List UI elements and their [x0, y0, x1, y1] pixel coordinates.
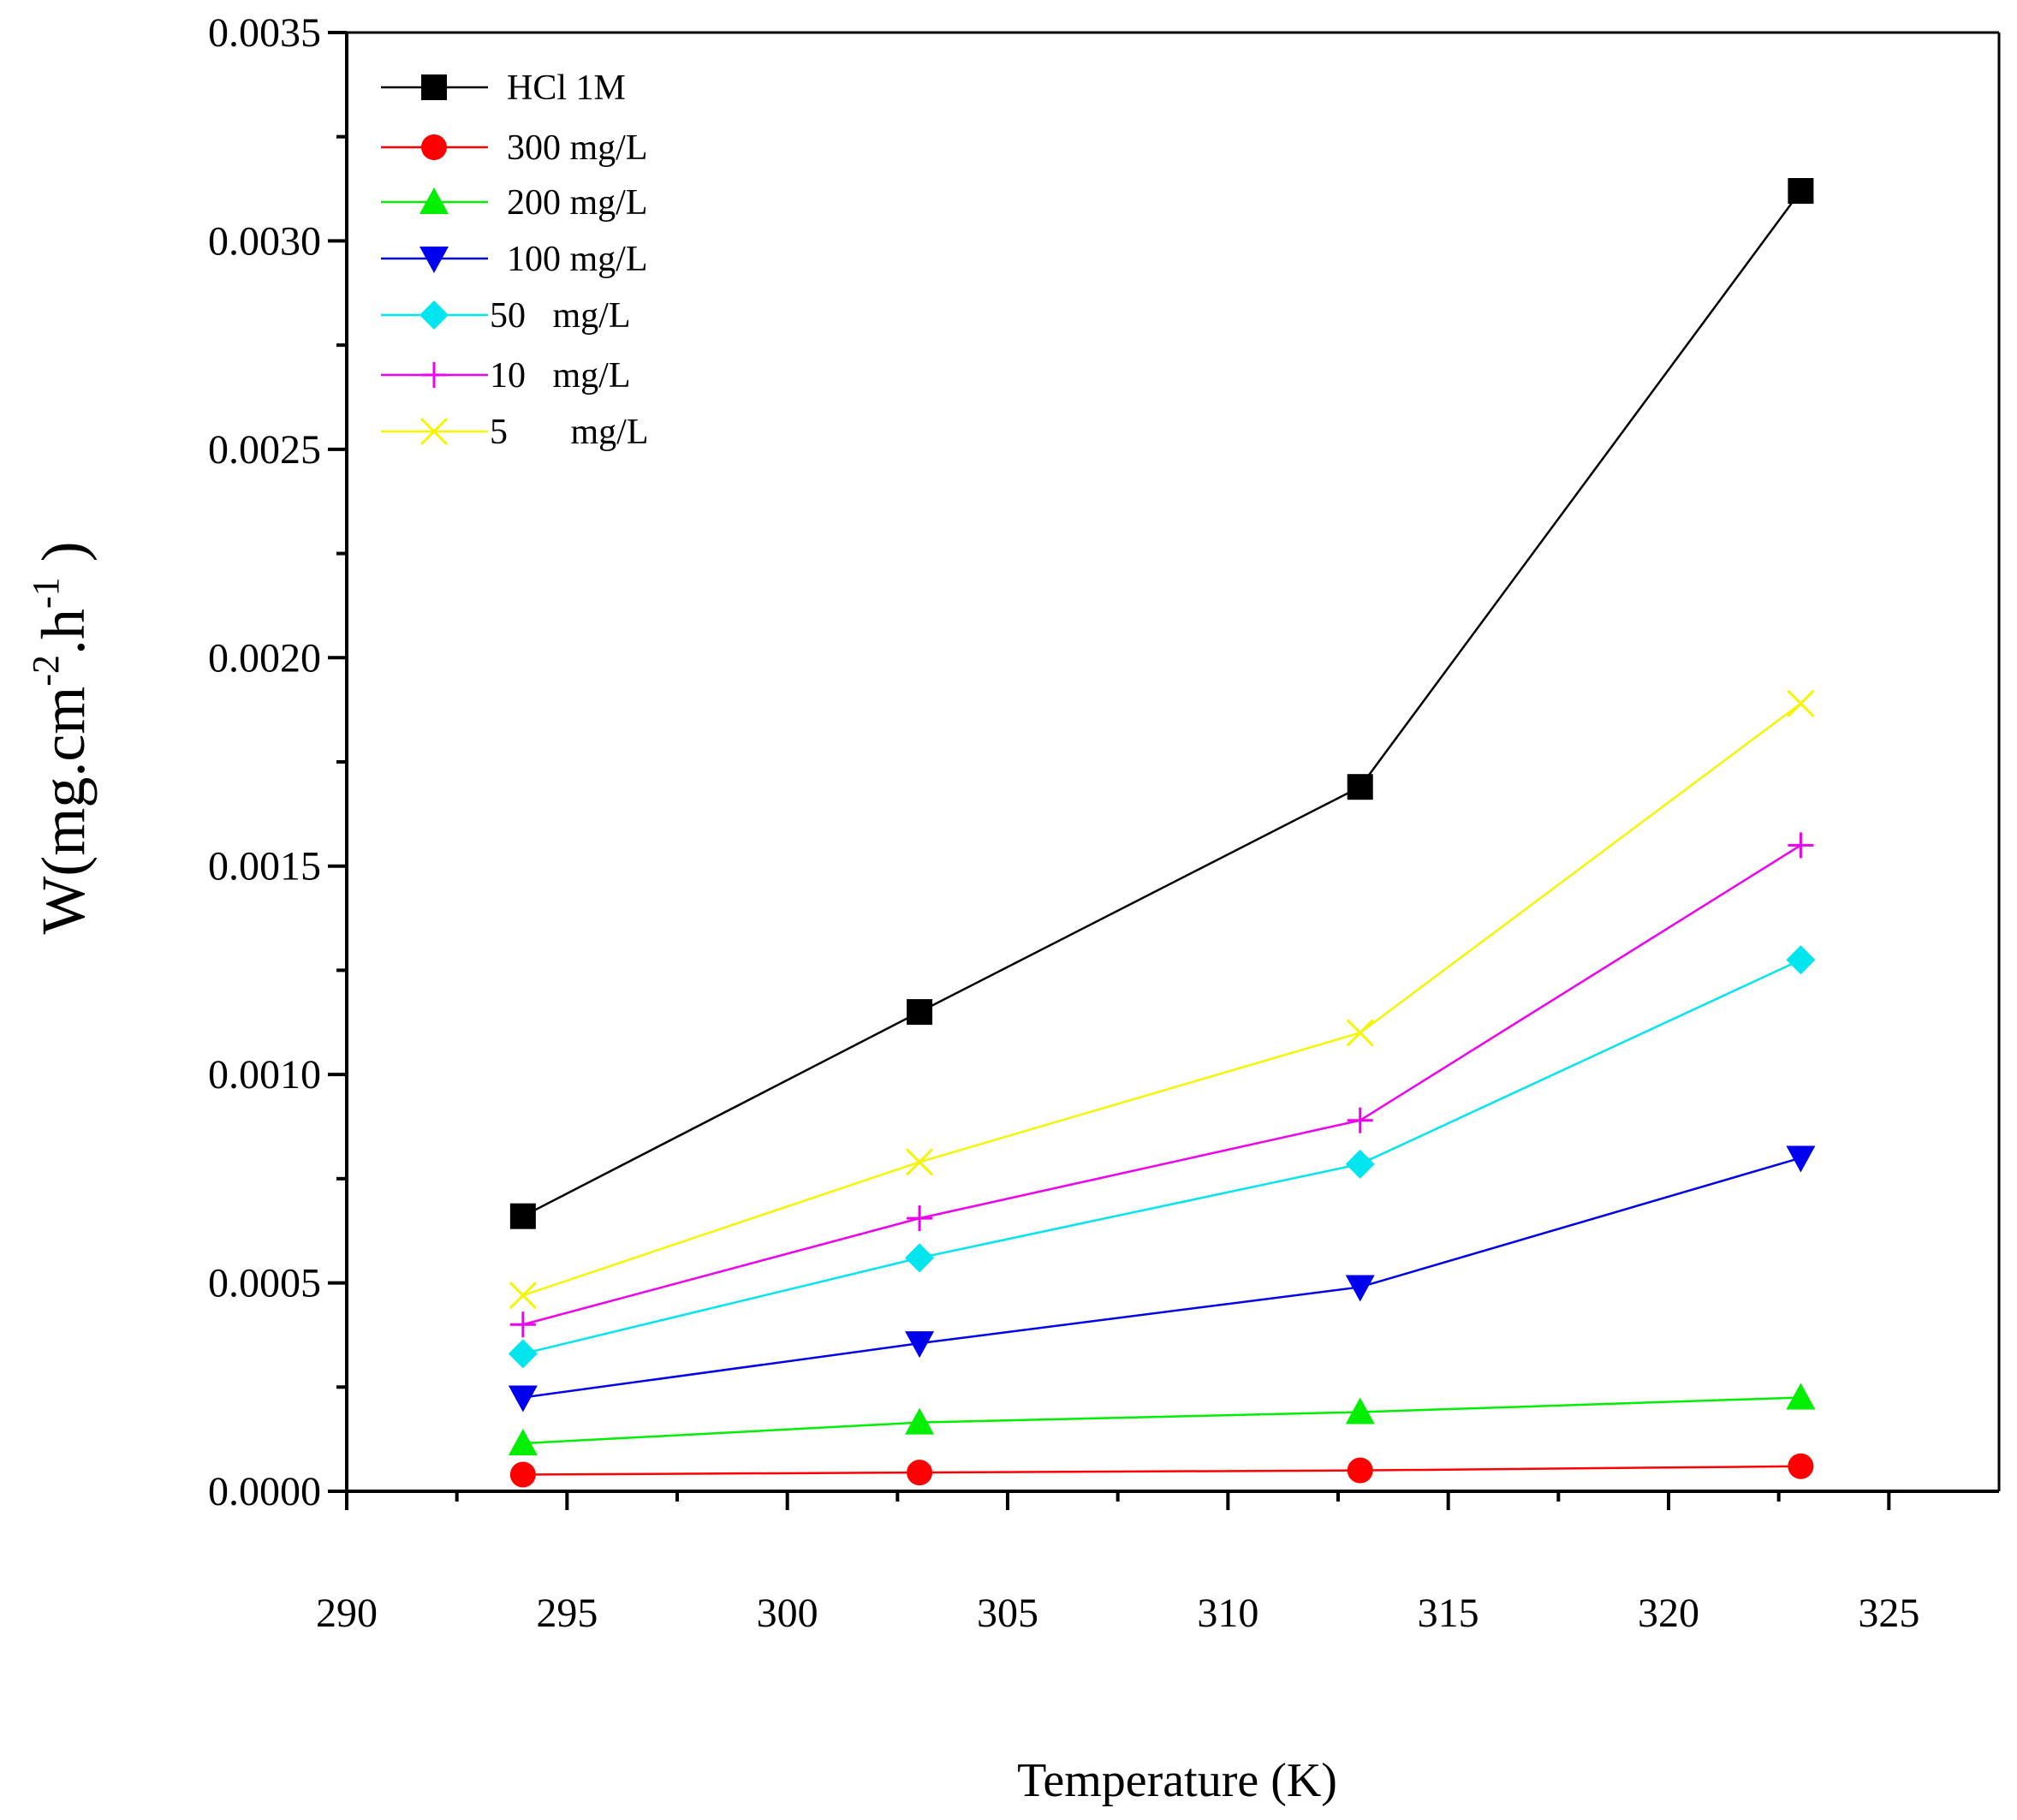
legend-label: 10 mg/L	[490, 356, 631, 396]
data-point	[1788, 178, 1814, 205]
legend-item-5: 10 mg/L	[381, 356, 631, 396]
series-4	[508, 945, 1816, 1369]
y-tick-label: 0.0000	[208, 1469, 321, 1514]
series-line	[522, 702, 1802, 1297]
data-point	[509, 1461, 536, 1488]
legend-marker	[419, 187, 449, 214]
y-axis-title-base: W(mg.cm	[29, 687, 98, 935]
data-point	[1346, 1019, 1374, 1047]
data-point	[1345, 1397, 1375, 1424]
series-0	[509, 178, 1814, 1229]
legend-label: HCl 1M	[507, 68, 626, 108]
y-axis-title-exp2: -1	[25, 577, 67, 609]
cross-marker-b	[906, 1148, 934, 1176]
legend-label: 300 mg/L	[507, 128, 648, 168]
series-line	[522, 1396, 1801, 1445]
data-point	[508, 1429, 538, 1456]
legend-item-1: 300 mg/L	[381, 128, 648, 168]
data-point	[508, 1385, 538, 1413]
cross-marker-b	[1787, 689, 1815, 717]
data-point	[1345, 1275, 1375, 1302]
series-line	[522, 844, 1802, 1326]
data-point	[1345, 1149, 1375, 1179]
x-axis-title: Temperature (K)	[1017, 1754, 1337, 1807]
y-tick-label: 0.0005	[208, 1261, 321, 1306]
legend-label: 5 mg/L	[490, 413, 649, 452]
data-point	[1347, 1107, 1373, 1133]
x-tick-label: 300	[757, 1591, 818, 1636]
data-point	[509, 1311, 536, 1338]
series-1	[509, 1453, 1814, 1488]
y-axis-title-mid: .h	[29, 609, 98, 655]
y-tick-label: 0.0035	[208, 10, 321, 56]
y-tick-label: 0.0015	[208, 844, 321, 889]
x-tick-label: 325	[1858, 1591, 1919, 1636]
data-point	[1786, 1145, 1816, 1173]
y-axis-title: W(mg.cm-2.h-1 )	[25, 541, 98, 934]
legend-item-3: 100 mg/L	[381, 240, 648, 279]
y-tick-label: 0.0010	[208, 1052, 321, 1097]
legend-marker	[419, 300, 449, 330]
cross-marker-b	[419, 417, 449, 446]
legend-marker	[421, 74, 447, 100]
data-point	[1786, 945, 1816, 975]
data-point	[907, 1205, 933, 1232]
x-tick-label: 305	[977, 1591, 1038, 1636]
series-layer	[508, 178, 1816, 1488]
y-axis-title-exp1: -2	[25, 655, 67, 687]
legend-item-0: HCl 1M	[381, 68, 626, 108]
data-point	[1347, 1457, 1373, 1484]
legend-item-6: 5 mg/L	[381, 413, 649, 452]
axes: 0.0000 0.0005 0.0010 0.0015 0.0020 0.0025 0.00…	[208, 10, 2001, 1636]
series-2	[508, 1383, 1816, 1456]
series-line	[522, 1157, 1801, 1399]
series-line	[522, 959, 1801, 1355]
data-point	[1787, 689, 1815, 717]
data-point	[905, 1243, 935, 1273]
x-tick-label: 290	[316, 1591, 378, 1636]
data-point	[1788, 832, 1814, 859]
legend-label: 200 mg/L	[507, 183, 648, 223]
legend-item-2: 200 mg/L	[381, 183, 648, 223]
data-point	[906, 1148, 934, 1176]
legend-item-4: 50 mg/L	[381, 296, 631, 336]
data-point	[907, 999, 933, 1026]
series-3	[508, 1145, 1816, 1413]
data-point	[1788, 1453, 1814, 1479]
data-point	[905, 1407, 935, 1435]
data-point	[905, 1331, 935, 1359]
series-5	[509, 832, 1814, 1338]
x-tick-label: 320	[1638, 1591, 1699, 1636]
legend: HCl 1M 300 mg/L 200 mg/L 100 mg/L 50 mg/L 10 …	[381, 68, 649, 452]
data-point	[509, 1203, 536, 1229]
data-point	[907, 1460, 933, 1486]
legend-label: 100 mg/L	[507, 240, 648, 279]
cross-marker-b	[509, 1282, 537, 1310]
legend-marker	[419, 247, 449, 273]
data-point	[509, 1282, 537, 1310]
series-line	[522, 1465, 1801, 1476]
y-tick-label: 0.0020	[208, 635, 321, 681]
series-6	[509, 689, 1815, 1310]
legend-marker	[421, 134, 447, 160]
y-tick-label: 0.0030	[208, 218, 321, 264]
legend-marker	[419, 417, 449, 446]
cross-marker-b	[1346, 1019, 1374, 1047]
y-axis-title-end: )	[29, 541, 98, 577]
legend-marker	[421, 362, 447, 388]
x-tick-label: 310	[1197, 1591, 1258, 1636]
y-tick-label: 0.0025	[208, 427, 321, 473]
data-point	[508, 1339, 538, 1369]
data-point	[1786, 1383, 1816, 1410]
x-tick-label: 295	[536, 1591, 598, 1636]
data-point	[1347, 774, 1373, 800]
x-tick-label: 315	[1418, 1591, 1479, 1636]
series-line	[522, 190, 1802, 1217]
legend-label: 50 mg/L	[490, 296, 631, 336]
